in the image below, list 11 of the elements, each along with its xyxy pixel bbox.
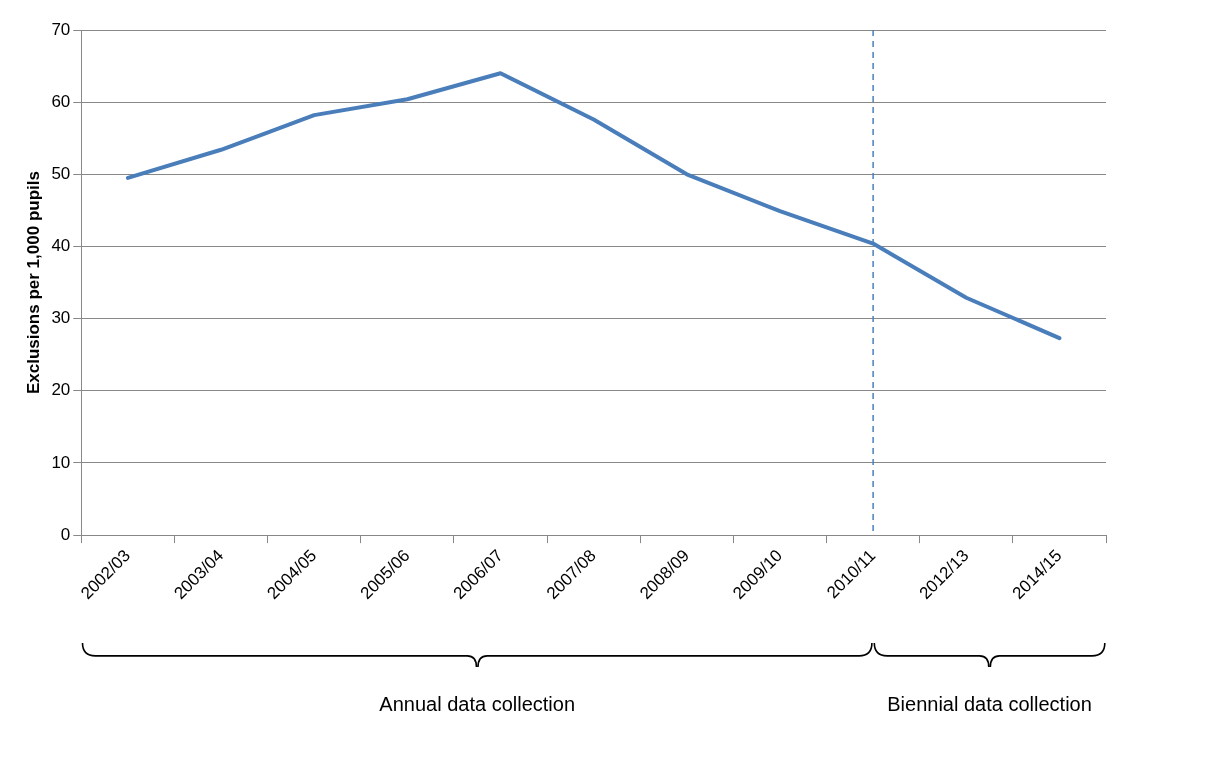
y-tick-label: 0 [60,524,71,544]
y-tick-label: 10 [51,452,71,472]
y-tick-label: 50 [51,164,71,184]
text: Biennial data collection [887,692,1092,715]
text: Annual data collection [379,692,576,715]
y-tick-label: 30 [51,308,71,328]
y-tick-label: 20 [51,380,71,400]
y-axis-title: Exclusions per 1,000 pupils [23,171,43,395]
y-tick-label: 70 [51,19,71,39]
y-tick-label: 60 [51,91,71,111]
y-tick-label: 40 [51,236,71,256]
